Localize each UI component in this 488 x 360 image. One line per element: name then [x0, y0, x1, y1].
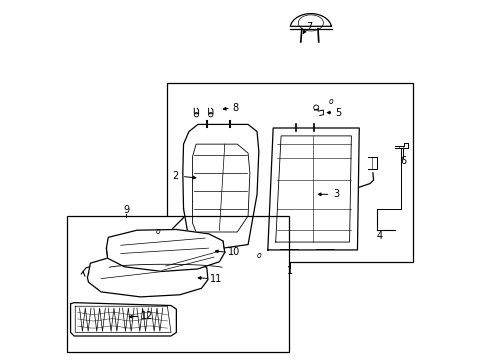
Text: 2: 2	[172, 171, 179, 181]
Text: 12: 12	[141, 311, 153, 321]
Text: 6: 6	[399, 156, 405, 166]
Text: 5: 5	[335, 108, 341, 118]
Text: 3: 3	[333, 189, 339, 199]
Text: 1: 1	[286, 266, 292, 276]
Text: o: o	[256, 251, 261, 260]
Text: o: o	[156, 228, 161, 237]
Text: 10: 10	[227, 247, 240, 257]
Bar	[167, 83, 412, 262]
Text: 8: 8	[232, 103, 239, 113]
Text: 7: 7	[306, 22, 312, 32]
Text: 11: 11	[209, 274, 222, 284]
Polygon shape	[106, 229, 224, 271]
Text: o: o	[327, 96, 332, 105]
Text: 9: 9	[123, 206, 129, 216]
Polygon shape	[70, 303, 176, 336]
Text: 4: 4	[376, 231, 382, 240]
Polygon shape	[87, 255, 207, 297]
Bar	[67, 216, 289, 352]
